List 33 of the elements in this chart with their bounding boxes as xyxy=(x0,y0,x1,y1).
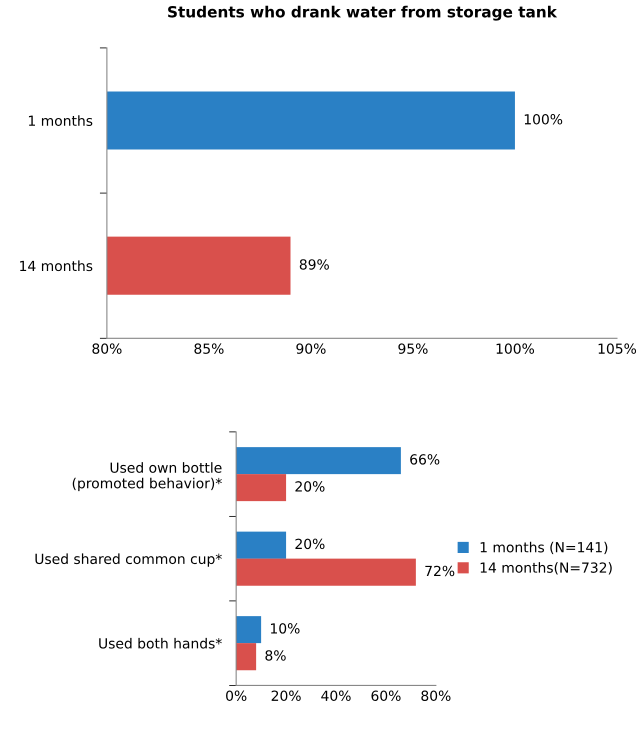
bar xyxy=(236,532,286,559)
legend-label: 1 months (N=141) xyxy=(480,542,608,554)
x-tick-label: 80% xyxy=(92,343,122,354)
bar xyxy=(236,616,262,644)
x-tick-label: 100% xyxy=(496,343,534,354)
bar xyxy=(236,447,401,474)
legend-label: 14 months(N=732) xyxy=(480,562,612,575)
x-tick-label: 105% xyxy=(598,343,636,354)
data-label: 10% xyxy=(270,623,300,634)
y-tick-label: 1 months xyxy=(28,115,92,126)
chart-title: Students who drank water from storage tank xyxy=(168,6,558,21)
data-label: 72% xyxy=(425,566,454,576)
x-tick-label: 20% xyxy=(272,690,301,702)
x-tick-label: 40% xyxy=(321,690,351,702)
bar xyxy=(236,474,286,502)
x-tick-label: 0% xyxy=(226,690,246,702)
y-tick-label: Used shared common cup* xyxy=(35,553,222,567)
data-label: 20% xyxy=(295,538,325,550)
bar xyxy=(236,643,256,670)
x-tick-label: 90% xyxy=(296,343,326,354)
data-label: 8% xyxy=(265,650,286,661)
x-tick-label: 85% xyxy=(194,343,224,354)
x-tick-label: 80% xyxy=(421,690,451,702)
data-label: 89% xyxy=(300,259,329,270)
data-label: 100% xyxy=(524,114,562,125)
y-tick-label: Used both hands* xyxy=(99,638,222,649)
y-tick-label: 14 months xyxy=(20,260,92,272)
bar xyxy=(236,558,416,586)
x-tick-label: 95% xyxy=(398,343,428,354)
y-tick-label: Used own bottle (promoted behavior)* xyxy=(72,462,222,492)
data-label: 20% xyxy=(295,481,325,492)
x-tick-label: 60% xyxy=(371,690,401,702)
data-label: 66% xyxy=(410,454,440,465)
